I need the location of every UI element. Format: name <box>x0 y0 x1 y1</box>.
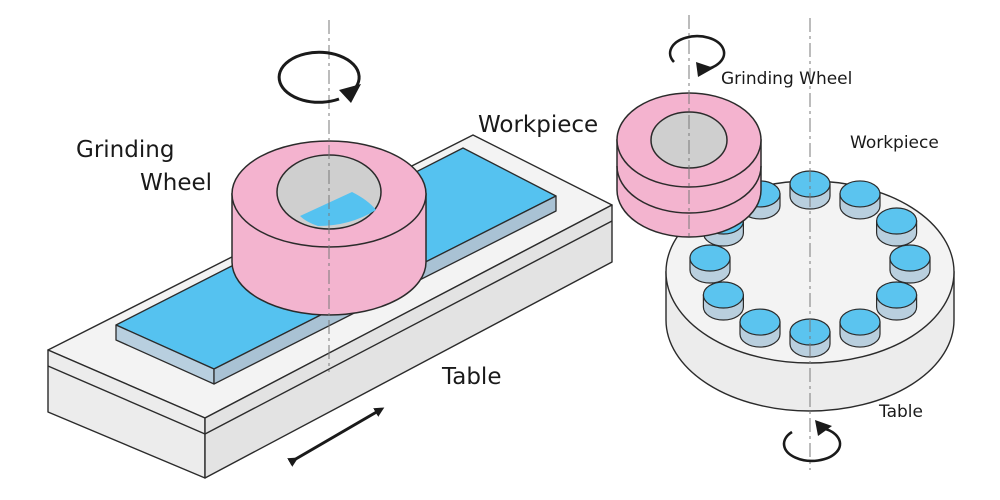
grinding-wheel <box>231 140 427 316</box>
workpiece-puck <box>839 180 881 220</box>
rotation-arrow-icon <box>277 50 361 104</box>
workpiece-through-hole <box>300 192 376 226</box>
surface-grinder-illustration: Grinding Wheel Workpiece Table <box>47 20 613 479</box>
label-workpiece: Workpiece <box>478 112 598 138</box>
workpiece-puck-top <box>876 281 918 309</box>
wheel-rotation-arrow-icon <box>668 34 726 77</box>
workpiece-puck-top <box>839 308 881 336</box>
label-wheel: Wheel <box>140 170 212 196</box>
label-grinding: Grinding <box>76 137 174 163</box>
workpiece-puck <box>876 281 918 321</box>
table-feed-arrow-icon <box>287 407 385 467</box>
workpiece-puck-top <box>689 244 731 272</box>
rotary-grinder-illustration: Grinding Wheel Workpiece Table <box>616 15 955 470</box>
workpiece-puck <box>789 170 831 210</box>
workpiece-puck-top <box>876 207 918 235</box>
workpiece-puck <box>889 244 931 284</box>
label-table: Table <box>441 364 501 390</box>
workpiece-puck <box>876 207 918 247</box>
label-rotary-workpiece: Workpiece <box>850 133 939 153</box>
workpiece-puck <box>739 308 781 348</box>
label-rotary-grinding-wheel: Grinding Wheel <box>721 69 852 89</box>
workpiece-puck-top <box>702 281 744 309</box>
label-rotary-table: Table <box>878 402 923 422</box>
workpiece-puck-top <box>889 244 931 272</box>
table-rotation-arrow-icon <box>782 420 842 463</box>
workpiece-puck-top <box>839 180 881 208</box>
workpiece-puck <box>702 281 744 321</box>
table-groove-front <box>47 365 206 435</box>
table-groove-right <box>204 220 613 435</box>
workpiece-puck-top <box>739 308 781 336</box>
workpiece-puck <box>689 244 731 284</box>
workpiece-puck <box>839 308 881 348</box>
rotary-wheel-mid-curve <box>616 165 762 214</box>
